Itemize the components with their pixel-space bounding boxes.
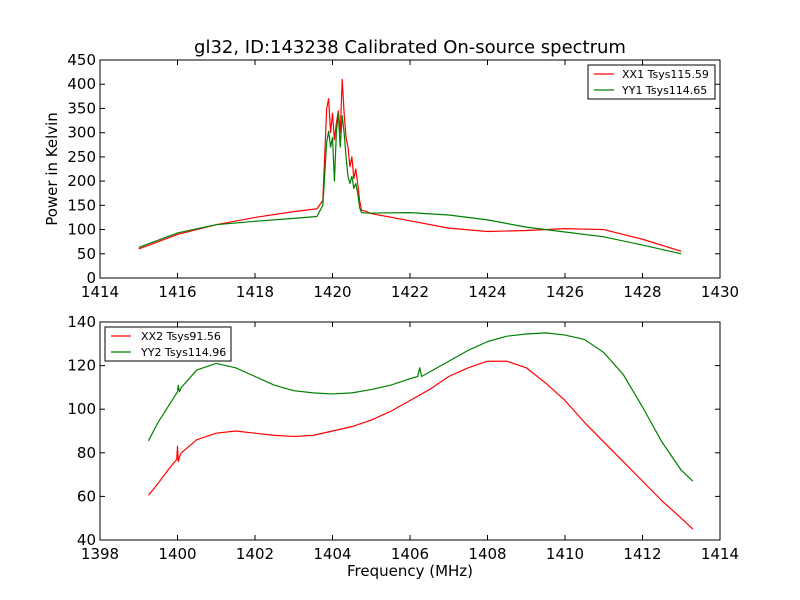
top-x-tick-label: 1416 [158, 283, 196, 301]
bottom-x-tick-label: 1402 [236, 545, 274, 563]
bottom-legend-box [104, 326, 232, 362]
legend-label-yy2: YY2 Tsys114.96 [140, 346, 226, 359]
bottom-y-tick-label: 120 [67, 357, 96, 375]
top-y-tick-label: 200 [67, 172, 96, 190]
top-plot-frame [99, 59, 721, 279]
series-line-yy2 [147, 332, 694, 482]
series-line-yy1 [138, 112, 682, 255]
top-y-axis-label: Power in Kelvin [43, 112, 61, 226]
top-y-tick-label: 350 [67, 99, 96, 117]
top-y-tick-label: 50 [77, 245, 96, 263]
top-y-tick-label: 0 [86, 269, 96, 287]
bottom-x-axis-label: Frequency (MHz) [347, 562, 473, 580]
top-y-tick-label: 400 [67, 75, 96, 93]
chart-title: gl32, ID:143238 Calibrated On-source spe… [194, 37, 626, 58]
top-x-tick-label: 1428 [623, 283, 661, 301]
series-line-xx1 [138, 78, 682, 252]
top-x-tick-label: 1430 [701, 283, 739, 301]
bottom-axis-ticks: 1398 1400 1402 1404 1406 1408 1410 1412 1414 40 60… [67, 313, 739, 563]
bottom-y-tick-label: 140 [67, 313, 96, 331]
top-y-tick-label: 100 [67, 221, 96, 239]
bottom-legend: XX2 Tsys91.56 YY2 Tsys114.96 [104, 326, 232, 362]
bottom-x-tick-label: 1400 [158, 545, 196, 563]
bottom-x-tick-label: 1398 [81, 545, 119, 563]
top-y-tick-label: 250 [67, 148, 96, 166]
legend-label-yy1: YY1 Tsys114.65 [621, 84, 707, 97]
top-legend-box [587, 64, 716, 100]
top-y-tick-label: 450 [67, 51, 96, 69]
top-x-tick-label: 1418 [236, 283, 274, 301]
bottom-x-tick-label: 1410 [546, 545, 584, 563]
bottom-y-tick-label: 100 [67, 400, 96, 418]
top-axis-ticks: 1414 1416 1418 1420 1422 1424 1426 1428 1430 0 50 1… [67, 51, 739, 301]
bottom-x-tick-label: 1414 [701, 545, 739, 563]
bottom-x-tick-label: 1404 [313, 545, 351, 563]
bottom-y-tick-label: 60 [77, 487, 96, 505]
top-x-tick-label: 1424 [468, 283, 506, 301]
bottom-x-tick-label: 1406 [391, 545, 429, 563]
top-legend: XX1 Tsys115.59 YY1 Tsys114.65 [587, 64, 716, 100]
top-y-tick-label: 150 [67, 196, 96, 214]
bottom-plot-frame [99, 321, 721, 541]
top-x-tick-label: 1422 [391, 283, 429, 301]
bottom-y-tick-label: 40 [77, 531, 96, 549]
series-line-xx2 [147, 360, 694, 530]
bottom-x-tick-label: 1408 [468, 545, 506, 563]
top-series-lines [138, 78, 682, 255]
bottom-y-tick-label: 80 [77, 444, 96, 462]
bottom-x-tick-label: 1412 [623, 545, 661, 563]
top-x-tick-label: 1414 [81, 283, 119, 301]
bottom-series-lines [147, 332, 694, 530]
legend-label-xx1: XX1 Tsys115.59 [622, 68, 709, 81]
top-x-tick-label: 1420 [313, 283, 351, 301]
top-x-tick-label: 1426 [546, 283, 584, 301]
top-y-tick-label: 300 [67, 124, 96, 142]
legend-label-xx2: XX2 Tsys91.56 [141, 330, 221, 343]
